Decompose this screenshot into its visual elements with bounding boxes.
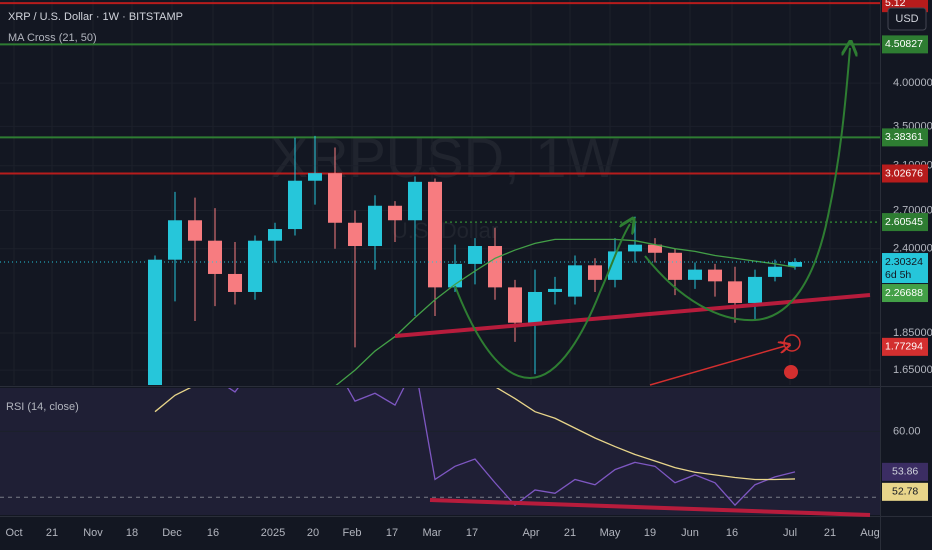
x-tick-label: 17 — [466, 527, 478, 539]
price-tag: 3.02676 — [885, 167, 923, 179]
x-tick-label: 21 — [564, 527, 576, 539]
countdown: 6d 5h — [885, 269, 911, 281]
y-tick-label: 1.65000 — [893, 364, 932, 376]
y-tick-label: 1.85000 — [893, 327, 932, 339]
price-pane — [0, 2, 880, 385]
rsi-line — [227, 388, 796, 507]
x-tick-label: Feb — [343, 527, 362, 539]
x-tick-label: 16 — [207, 527, 219, 539]
candle-body — [608, 251, 622, 280]
candle-body — [148, 259, 162, 385]
candle-body — [668, 252, 682, 280]
rsi-tag-bg — [882, 482, 928, 501]
candle-body — [728, 281, 742, 303]
x-tick-label: 19 — [644, 527, 656, 539]
candle-body — [568, 265, 582, 297]
x-tick-label: Aug — [860, 527, 880, 539]
cup-path — [454, 224, 630, 380]
price-tag-bg — [882, 213, 928, 232]
price-tag-bg — [882, 164, 928, 183]
price-tag: 5.12 — [885, 0, 906, 9]
arrow-line — [649, 346, 785, 386]
x-tick-label: 18 — [126, 527, 138, 539]
candle-body — [708, 269, 722, 282]
currency-label: USD — [895, 13, 918, 25]
candle-body — [468, 246, 482, 264]
x-tick-label: Dec — [162, 527, 182, 539]
indicator-title: MA Cross (21, 50) — [8, 32, 97, 44]
candle-body — [168, 220, 182, 260]
x-tick-label: Jul — [783, 527, 797, 539]
candle-body — [288, 180, 302, 230]
x-tick-label: 17 — [386, 527, 398, 539]
x-tick-label: Apr — [522, 527, 539, 539]
axes: Oct 21 Nov 18 Dec 16 2025 20 Feb 17 Mar 17 Apr 21 May 1… — [5, 0, 932, 539]
rsi-title: RSI (14, close) — [6, 401, 79, 413]
price-tag: 2.60545 — [885, 216, 923, 228]
x-tick-label: 20 — [307, 527, 319, 539]
rsi-trendline — [429, 498, 871, 517]
flag-icon[interactable] — [784, 365, 798, 379]
ma-line — [335, 238, 796, 385]
candle-body — [768, 266, 782, 277]
candle-body — [508, 287, 522, 323]
price-tag-bg — [882, 253, 928, 284]
price-tag-bg — [882, 284, 928, 303]
candle-body — [788, 262, 802, 267]
candle-body — [548, 288, 562, 292]
watermark-symbol: XRPUSD, 1W — [271, 126, 620, 189]
x-tick-label: Mar — [423, 527, 442, 539]
candle-body — [188, 220, 202, 241]
drawings — [394, 48, 871, 517]
price-tag: 2.30324 — [885, 256, 923, 268]
x-tick-label: 21 — [46, 527, 58, 539]
candle-body — [328, 173, 342, 223]
candle-body — [348, 222, 362, 247]
symbol-title: XRP / U.S. Dollar · 1W · BITSTAMP — [8, 11, 183, 23]
candle-body — [528, 291, 542, 323]
x-tick-label: Jun — [681, 527, 699, 539]
candle-body — [208, 240, 222, 274]
event-icon[interactable] — [783, 334, 801, 352]
candle-body — [248, 240, 262, 292]
price-tag-bg — [882, 35, 928, 54]
rsi-tag: 53.86 — [892, 466, 918, 478]
price-tag-bg — [882, 128, 928, 147]
candle-body — [368, 205, 382, 247]
rsi-tag-bg — [882, 462, 928, 481]
candle-body — [588, 265, 602, 280]
rsi-band — [0, 388, 880, 515]
candle-body — [388, 205, 402, 221]
rsi-pane — [0, 388, 880, 507]
candle-body — [408, 181, 422, 221]
currency-button[interactable] — [887, 7, 927, 31]
cup-path — [644, 48, 850, 322]
x-tick-label: 16 — [726, 527, 738, 539]
price-tag: 4.50827 — [885, 38, 923, 50]
rsi-tag: 52.78 — [892, 486, 918, 498]
x-tick-label: May — [600, 527, 621, 539]
price-tag: 3.38361 — [885, 131, 923, 143]
price-tag: 1.77294 — [885, 341, 923, 353]
x-tick-label: Oct — [5, 527, 22, 539]
candle-body — [688, 269, 702, 280]
x-tick-label: 21 — [824, 527, 836, 539]
x-tick-label: Nov — [83, 527, 103, 539]
x-tick-label: 2025 — [261, 527, 285, 539]
candle-body — [228, 273, 242, 292]
y-tick-label: 60.00 — [893, 425, 921, 437]
rsi-line — [154, 388, 796, 481]
candle-body — [628, 244, 642, 252]
y-tick-label: 4.00000 — [893, 77, 932, 89]
candle-body — [748, 276, 762, 303]
candle-body — [308, 173, 322, 181]
price-tag-bg — [882, 337, 928, 356]
candle-body — [428, 181, 442, 288]
candle-body — [488, 246, 502, 288]
price-tag: 2.26688 — [885, 287, 923, 299]
candle-body — [268, 229, 282, 241]
candle-body — [648, 244, 662, 253]
y-tick-label: 2.40000 — [893, 243, 932, 255]
